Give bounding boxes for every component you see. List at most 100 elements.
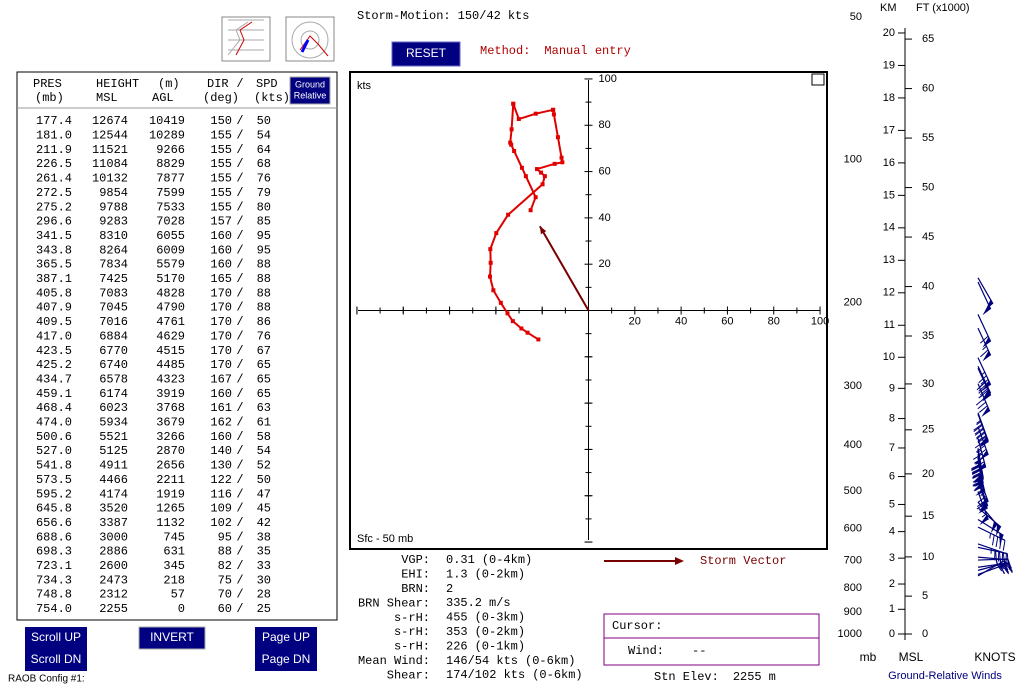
cell: 12674 (92, 114, 128, 128)
barb-full (979, 405, 988, 413)
cell: 341.5 (36, 229, 72, 243)
cell: 7016 (99, 315, 128, 329)
km-label: 9 (889, 382, 895, 394)
cell: 734.3 (36, 573, 72, 587)
cell: 61 (257, 416, 271, 430)
cell-sep: / (236, 430, 243, 444)
barb-full (978, 386, 987, 394)
cell: 150 (210, 114, 232, 128)
barb-shaft (977, 546, 1008, 555)
hodograph-point (505, 311, 510, 316)
stat-label: s-rH: (394, 625, 430, 639)
cursor-box (603, 613, 820, 666)
km-label: 11 (884, 319, 895, 331)
page-up[interactable]: Page UP (262, 630, 310, 644)
stat-label: Mean Wind: (358, 654, 430, 668)
cell-sep: / (236, 258, 243, 272)
km-label: 19 (883, 59, 895, 71)
hodograph-point (491, 288, 496, 293)
cell: 54 (257, 444, 271, 458)
cell: 4323 (156, 372, 185, 386)
hodograph-point (509, 127, 514, 132)
stat-number: 226 (446, 640, 468, 654)
stat-number: 2 (446, 582, 453, 596)
cell: 58 (257, 430, 271, 444)
stat-note: (0-1km) (475, 640, 525, 654)
page-panel (255, 627, 317, 671)
hodograph-point (552, 161, 557, 166)
cell: 645.8 (36, 502, 72, 516)
hodograph-segment (509, 129, 513, 143)
cell: 5170 (156, 272, 185, 286)
msl-title: MSL (899, 650, 924, 664)
hodograph-segment (495, 214, 509, 234)
pressure-label: 300 (844, 380, 862, 392)
cell: 86 (257, 315, 271, 329)
cell: 4485 (156, 358, 185, 372)
cell: 211.9 (36, 143, 72, 157)
pressure-label: 500 (844, 485, 862, 497)
hodograph-point (516, 117, 521, 122)
cell: 155 (210, 200, 232, 214)
cell: 275.2 (36, 200, 72, 214)
barb-full (1002, 540, 1006, 551)
cell-sep: / (236, 186, 243, 200)
cell: 1919 (156, 487, 185, 501)
scroll-up[interactable]: Scroll UP (31, 630, 81, 644)
ft-label: 20 (922, 468, 934, 480)
cell: 745 (163, 530, 185, 544)
invert-button[interactable] (138, 626, 206, 650)
hodo-icon[interactable] (285, 16, 335, 62)
ft-label: 0 (922, 628, 928, 640)
pressure-label: 900 (844, 606, 862, 618)
cell: 65 (257, 372, 271, 386)
cell: 64 (257, 143, 271, 157)
cell: 226.5 (36, 157, 72, 171)
cell: 4828 (156, 286, 185, 300)
cell-sep: / (236, 114, 243, 128)
scroll-dn[interactable]: Scroll DN (31, 652, 82, 666)
panel-title: Ground-Relative Winds (888, 670, 1002, 682)
stat-number: 1.3 (446, 568, 468, 582)
column-header: SPD (256, 77, 278, 91)
column-header: PRES (33, 77, 62, 91)
cell: 9283 (99, 215, 128, 229)
barb-full (976, 432, 986, 440)
cell: 33 (257, 559, 271, 573)
cell: 434.7 (36, 372, 72, 386)
cell: 7533 (156, 200, 185, 214)
cell: 35 (257, 545, 271, 559)
wind-barb (977, 281, 992, 316)
skewt-icon[interactable] (221, 16, 271, 62)
page-dn[interactable]: Page DN (262, 652, 311, 666)
cell-sep: / (236, 215, 243, 229)
barb-shaft (977, 368, 992, 396)
reset-button[interactable]: RESET (391, 41, 461, 67)
column-header: (m) (158, 77, 180, 91)
km-label: 1 (889, 603, 895, 615)
cell: 2255 (99, 602, 128, 616)
km-label: 16 (883, 157, 895, 169)
cell: 130 (210, 459, 232, 473)
cell: 11521 (92, 143, 128, 157)
cell: 2211 (156, 473, 185, 487)
cell: 417.0 (36, 329, 72, 343)
barb-shaft (977, 558, 1009, 561)
cell: 3387 (99, 516, 128, 530)
cell: 140 (210, 444, 232, 458)
maximize-icon[interactable] (811, 73, 825, 86)
km-label: 15 (883, 189, 895, 201)
cell: 30 (257, 573, 271, 587)
storm-vector-head (539, 226, 547, 235)
ft-label: 65 (922, 33, 934, 45)
cell-sep: / (236, 315, 243, 329)
km-label: 0 (889, 628, 895, 640)
cell: 423.5 (36, 344, 72, 358)
stat-number: 0.31 (446, 553, 475, 567)
cell: 60 (218, 602, 232, 616)
cell: 7425 (99, 272, 128, 286)
cell: 88 (257, 301, 271, 315)
cell: 474.0 (36, 416, 72, 430)
